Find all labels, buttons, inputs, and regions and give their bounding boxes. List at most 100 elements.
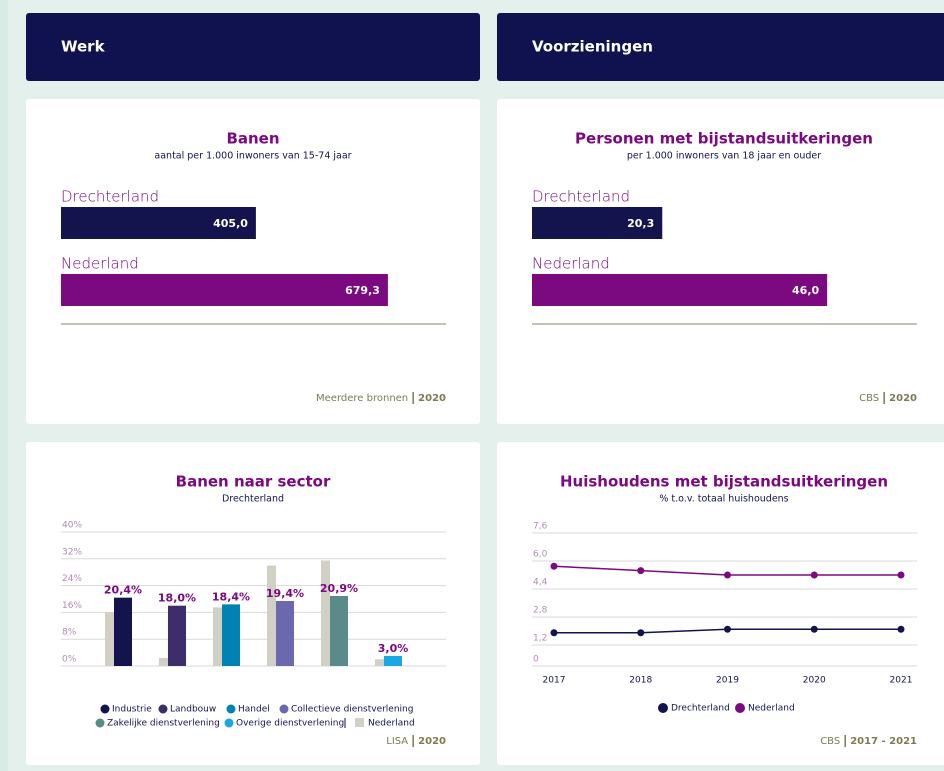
bar [61, 207, 256, 239]
card [26, 99, 480, 424]
card [497, 442, 944, 765]
category-label: Nederland [532, 255, 610, 273]
card [26, 442, 480, 765]
legend-swatch [355, 718, 364, 727]
legend-dot [100, 704, 110, 714]
chart-title: Personen met bijstandsuitkeringen [575, 130, 873, 148]
legend-dot [158, 704, 168, 714]
bar [168, 605, 186, 666]
source-year: 2020 [418, 736, 446, 747]
bar [159, 657, 168, 666]
source: Meerdere bronnen [316, 393, 408, 404]
source-year: 2020 [889, 393, 917, 404]
bar [532, 207, 663, 239]
point [724, 571, 731, 579]
bar [330, 595, 348, 666]
bar [384, 655, 402, 666]
value-label: 3,0% [378, 642, 409, 655]
value-label: 679,3 [345, 284, 380, 297]
legend-label: Overige dienstverlening [236, 719, 344, 729]
point [897, 625, 905, 633]
legend-label: Drechterland [671, 704, 730, 714]
chart-title: Banen [226, 130, 279, 148]
x-tick-label: 2018 [629, 676, 652, 686]
header-title: Voorzieningen [532, 38, 653, 56]
x-tick-label: 2019 [716, 676, 739, 686]
chart-title: Huishoudens met bijstandsuitkeringen [560, 473, 888, 491]
point [550, 629, 558, 637]
source: LISA [386, 736, 408, 747]
bar [114, 597, 132, 666]
value-label: 46,0 [792, 284, 819, 297]
category-label: Drechterland [532, 188, 630, 206]
point [550, 562, 558, 570]
y-tick-label: 1,2 [533, 634, 547, 644]
bar [267, 565, 276, 666]
source: CBS [820, 736, 840, 747]
source: CBS [859, 393, 879, 404]
bar [61, 274, 388, 306]
legend-label: Nederland [748, 704, 795, 714]
chart-subtitle: aantal per 1.000 inwoners van 15-74 jaar [154, 151, 351, 162]
bar [213, 607, 222, 666]
y-tick-label: 32% [62, 547, 82, 557]
header-title: Werk [61, 38, 106, 56]
y-tick-label: 0% [62, 655, 77, 665]
y-tick-label: 2,8 [533, 606, 548, 616]
y-tick-label: 7,6 [533, 522, 548, 532]
category-label: Nederland [61, 255, 139, 273]
y-tick-label: 6,0 [533, 550, 548, 560]
bar [532, 274, 828, 306]
y-tick-label: 24% [62, 574, 82, 584]
point [897, 571, 905, 579]
value-label: 20,4% [104, 584, 142, 597]
legend-dot [95, 718, 105, 728]
point [724, 625, 731, 633]
y-tick-label: 40% [62, 521, 82, 531]
point [637, 567, 645, 575]
legend-label: Landbouw [170, 705, 216, 715]
y-tick-label: 8% [62, 628, 77, 638]
chart-subtitle: % t.o.v. totaal huishoudens [659, 494, 788, 505]
point [637, 629, 645, 637]
bar [321, 560, 330, 666]
legend-dot [658, 703, 668, 713]
x-tick-label: 2021 [890, 676, 913, 686]
legend-dot [226, 704, 236, 714]
card [497, 99, 944, 424]
chart-subtitle: per 1.000 inwoners van 18 jaar en ouder [627, 151, 821, 162]
point [810, 571, 818, 579]
y-tick-label: 4,4 [533, 578, 548, 588]
source-year: 2017 - 2021 [850, 736, 917, 747]
point [810, 625, 818, 633]
value-label: 405,0 [213, 217, 248, 230]
bar [276, 601, 294, 666]
legend-label: Handel [238, 705, 270, 715]
chart-subtitle: Drechterland [222, 494, 284, 505]
y-tick-label: 0 [533, 655, 539, 665]
legend-dot [279, 704, 289, 714]
chart-title: Banen naar sector [176, 473, 331, 491]
x-tick-label: 2017 [543, 676, 566, 686]
y-tick-label: 16% [62, 601, 82, 611]
header-bar [26, 13, 480, 81]
bar [105, 612, 114, 666]
value-label: 20,3 [627, 217, 654, 230]
value-label: 19,4% [266, 587, 304, 600]
header-bar [497, 13, 944, 81]
legend-dot [735, 703, 745, 713]
legend-dot [224, 718, 234, 728]
legend-label: Collectieve dienstverlening [291, 705, 413, 715]
value-label: 20,9% [320, 582, 358, 595]
legend-label: Industrie [112, 705, 152, 715]
bar [222, 604, 240, 666]
legend-label: Nederland [368, 719, 415, 729]
category-label: Drechterland [61, 188, 159, 206]
value-label: 18,0% [158, 592, 196, 605]
value-label: 18,4% [212, 590, 250, 603]
source-year: 2020 [418, 393, 446, 404]
x-tick-label: 2020 [803, 676, 826, 686]
bar [375, 659, 384, 666]
